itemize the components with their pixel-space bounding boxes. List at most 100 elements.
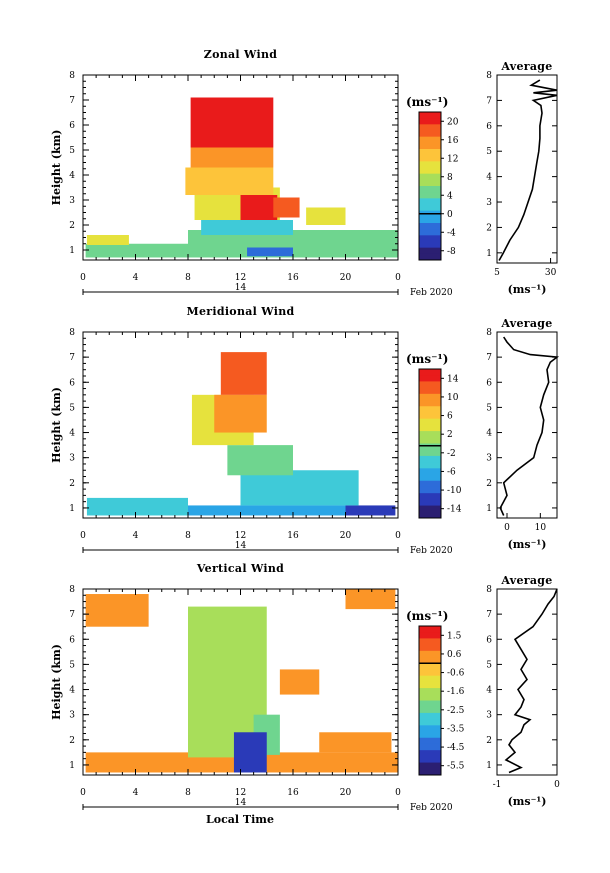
colorbar-tick-label: 8 (447, 173, 453, 183)
profile-y-tick-label: 3 (486, 454, 492, 464)
colorbar-tick-label: -6 (447, 467, 456, 477)
colorbar-segment (419, 480, 441, 488)
y-tick-label: 3 (69, 711, 75, 721)
colorbar-tick-label: 4 (447, 191, 453, 201)
colorbar-tick-label: -5.5 (447, 762, 465, 772)
profile-y-tick-label: 2 (486, 223, 492, 233)
profile-y-tick-label: 4 (486, 429, 492, 439)
colorbar-segment (419, 186, 441, 193)
colorbar-segment (419, 167, 441, 175)
colorbar-segment (419, 626, 441, 633)
colorbar-segment (419, 124, 441, 131)
heatmap-cell (247, 247, 293, 257)
colorbar-segment (419, 750, 441, 757)
profile-line (498, 79, 558, 261)
profile-frame (496, 331, 558, 519)
y-axis-label: Height (km) (50, 387, 63, 463)
heatmap-cell (227, 445, 293, 476)
colorbar-segment (419, 161, 441, 168)
colorbar-tick-label: 1.5 (447, 631, 462, 641)
colorbar-tick-label: -4.5 (447, 743, 465, 753)
y-tick-label: 6 (69, 378, 75, 388)
y-tick-label: 1 (69, 504, 75, 514)
colorbar-tick-label: 20 (447, 117, 459, 127)
colorbar-segment (419, 192, 441, 199)
profile-x-tick-label: -1 (493, 780, 502, 790)
day-label: 14 (235, 798, 247, 808)
x-tick-label: 0 (80, 531, 86, 541)
day-label: 14 (235, 283, 247, 293)
day-label: 14 (235, 541, 247, 551)
colorbar-segment (419, 241, 441, 249)
colorbar-segment (419, 375, 441, 382)
colorbar-tick-label: -3.5 (447, 724, 465, 734)
colorbar-segment (419, 112, 441, 119)
colorbar-segment (419, 443, 441, 451)
x-tick-label: 0 (395, 273, 401, 283)
x-tick-label: 16 (287, 273, 299, 283)
profile-title: Average (500, 317, 552, 330)
profile-y-tick-label: 4 (486, 173, 492, 183)
colorbar-segment (419, 706, 441, 714)
colorbar-segment (419, 173, 441, 181)
chart-title: Meridional Wind (186, 305, 294, 318)
profile-title: Average (500, 60, 552, 73)
colorbar-segment (419, 198, 441, 205)
colorbar-segment (419, 768, 441, 776)
y-tick-label: 7 (69, 96, 75, 106)
profile-x-tick-label: 5 (494, 268, 500, 278)
colorbar-segment (419, 118, 441, 125)
colorbar-tick-label: -4 (447, 228, 456, 238)
heatmap-cell (220, 352, 267, 395)
heatmap-cell (306, 207, 346, 225)
colorbar-segment (419, 493, 441, 500)
colorbar-tick-label: 6 (447, 412, 453, 422)
profile-y-tick-label: 6 (486, 122, 492, 132)
colorbar-segment (419, 644, 441, 652)
profile-y-tick-label: 5 (486, 660, 492, 670)
x-tick-label: 8 (185, 788, 191, 798)
y-tick-label: 3 (69, 454, 75, 464)
colorbar-segment (419, 253, 441, 261)
x-tick-label: 8 (185, 531, 191, 541)
colorbar-segment (419, 235, 441, 242)
y-axis-label: Height (km) (50, 130, 63, 206)
heatmap-cell (345, 505, 396, 516)
profile-x-tick-label: 0 (504, 523, 510, 533)
colorbar-tick-label: 12 (447, 154, 458, 164)
colorbar-tick-label: 16 (447, 136, 459, 146)
colorbar-segment (419, 669, 441, 677)
date-label: Feb 2020 (410, 288, 453, 298)
y-tick-label: 4 (69, 686, 75, 696)
colorbar-segment (419, 424, 441, 432)
colorbar-tick-label: 10 (447, 393, 459, 403)
heatmap-cell (345, 589, 396, 610)
profile-y-tick-label: 1 (486, 504, 492, 514)
heatmap-cell (214, 394, 267, 433)
colorbar-segment (419, 725, 441, 733)
heatmap-cell (240, 470, 359, 506)
colorbar-frame (418, 368, 442, 519)
colorbar-segment (419, 130, 441, 138)
colorbar-segment (419, 400, 441, 407)
x-axis-label: Local Time (206, 813, 274, 826)
colorbar-segment (419, 762, 441, 770)
colorbar-tick-label: -0.6 (447, 669, 465, 679)
profile-y-tick-label: 7 (486, 353, 492, 363)
x-tick-label: 0 (395, 531, 401, 541)
x-tick-label: 4 (133, 273, 139, 283)
profile-y-tick-label: 4 (486, 686, 492, 696)
profile-y-tick-label: 8 (486, 71, 492, 81)
x-tick-label: 12 (235, 531, 246, 541)
colorbar-segment (419, 412, 441, 420)
colorbar-segment (419, 712, 441, 720)
colorbar-tick-label: 14 (447, 374, 459, 384)
colorbar-segment (419, 229, 441, 236)
colorbar-frame (418, 111, 442, 261)
profile-y-tick-label: 8 (486, 585, 492, 595)
y-tick-label: 3 (69, 196, 75, 206)
colorbar-segment (419, 505, 441, 513)
colorbar-segment (419, 737, 441, 745)
profile-y-tick-label: 6 (486, 635, 492, 645)
